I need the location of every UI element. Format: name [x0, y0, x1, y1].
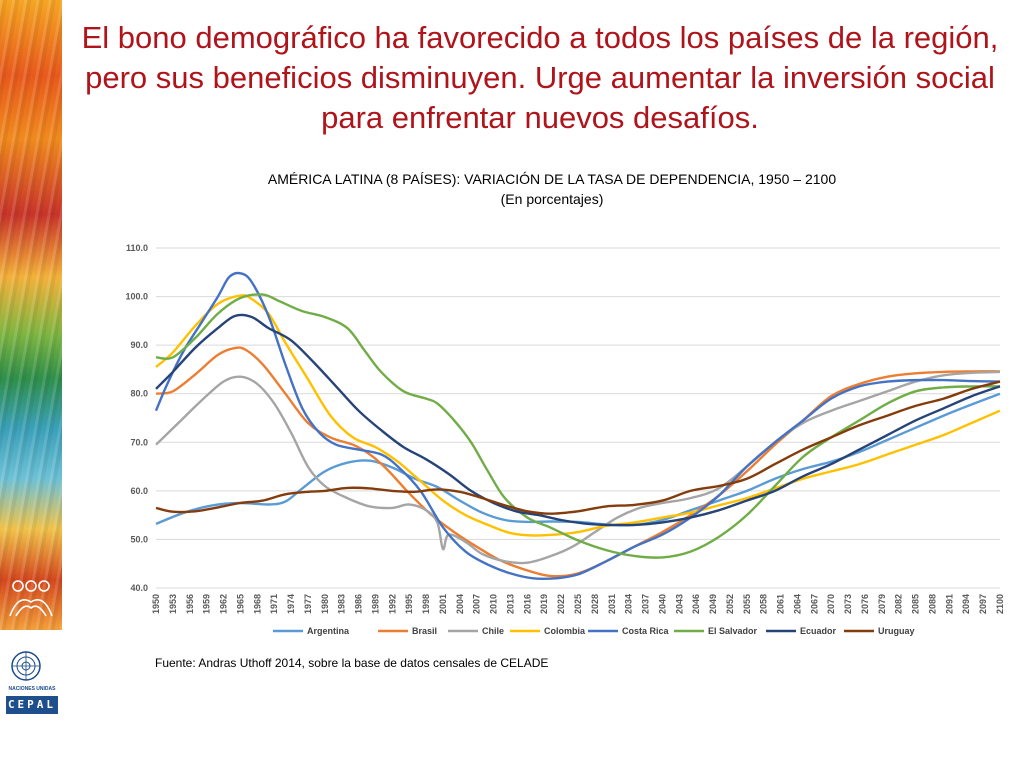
legend: Argentina Brasil Chile Colombia Costa Rica El…	[273, 626, 915, 636]
y-tick-label: 40.0	[130, 583, 148, 593]
x-tick-label: 1995	[404, 594, 414, 614]
series-line-ecuador	[155, 313, 1001, 527]
series-line-uruguay	[155, 380, 1001, 515]
x-tick-label: 1971	[269, 594, 279, 614]
slide-title: El bono demográfico ha favorecido a todo…	[81, 20, 999, 135]
x-tick-label: 2085	[911, 594, 921, 614]
x-axis-ticks: 1950 1953 1956 1959 1962 1965 1968 1971 1974 1977…	[151, 594, 1005, 614]
un-emblem-icon	[11, 651, 41, 681]
x-tick-label: 2013	[505, 594, 515, 614]
x-tick-label: 2082	[894, 594, 904, 614]
x-tick-label: 2046	[691, 594, 701, 614]
x-tick-label: 2037	[641, 594, 651, 614]
x-tick-label: 2031	[607, 594, 617, 614]
y-axis-ticks: 40.0 50.0 60.0 70.0 80.0 90.0 100.0 110.0	[125, 243, 148, 593]
x-tick-label: 1950	[151, 594, 161, 614]
x-tick-label: 2019	[539, 594, 549, 614]
x-tick-label: 1959	[202, 594, 212, 614]
x-tick-label: 1989	[370, 594, 380, 614]
x-tick-label: 2070	[826, 594, 836, 614]
legend-label: Argentina	[307, 626, 350, 636]
chart-subtitle: (En porcentajes)	[500, 191, 604, 207]
series-lines	[154, 271, 1001, 581]
x-tick-label: 1992	[387, 594, 397, 614]
x-tick-label: 2049	[708, 594, 718, 614]
x-tick-label: 2016	[522, 594, 532, 614]
x-tick-label: 1968	[252, 594, 262, 614]
legend-label: Uruguay	[878, 626, 915, 636]
cepal-people-logo-icon	[9, 580, 53, 617]
x-tick-label: 2004	[455, 594, 465, 614]
legend-label: Costa Rica	[622, 626, 670, 636]
x-tick-label: 2067	[809, 594, 819, 614]
y-tick-label: 50.0	[130, 534, 148, 544]
x-tick-label: 2100	[995, 594, 1005, 614]
x-tick-label: 1962	[219, 594, 229, 614]
x-tick-label: 2079	[877, 594, 887, 614]
x-tick-label: 1965	[235, 594, 245, 614]
x-tick-label: 2028	[590, 594, 600, 614]
x-tick-label: 2034	[624, 594, 634, 614]
y-tick-label: 100.0	[125, 292, 148, 302]
y-tick-label: 80.0	[130, 389, 148, 399]
x-tick-label: 2058	[759, 594, 769, 614]
x-tick-label: 2088	[927, 594, 937, 614]
x-tick-label: 2055	[742, 594, 752, 614]
x-tick-label: 1956	[185, 594, 195, 614]
y-tick-label: 110.0	[126, 243, 148, 253]
x-tick-label: 1983	[337, 594, 347, 614]
legend-label: Colombia	[544, 626, 586, 636]
x-tick-label: 2091	[944, 594, 954, 614]
y-tick-label: 70.0	[130, 437, 148, 447]
x-tick-label: 2022	[556, 594, 566, 614]
cepal-logo: CEPAL	[6, 696, 58, 714]
y-tick-label: 60.0	[130, 486, 148, 496]
x-tick-label: 2043	[674, 594, 684, 614]
x-tick-label: 1977	[303, 594, 313, 614]
x-tick-label: 2010	[489, 594, 499, 614]
source-note: Fuente: Andras Uthoff 2014, sobre la bas…	[155, 656, 549, 670]
x-tick-label: 2007	[472, 594, 482, 614]
series-line-chile	[155, 370, 1001, 565]
x-tick-label: 2073	[843, 594, 853, 614]
x-tick-label: 1998	[421, 594, 431, 614]
x-tick-label: 2094	[961, 594, 971, 614]
x-tick-label: 2025	[573, 594, 583, 614]
x-tick-label: 2097	[978, 594, 988, 614]
x-tick-label: 2064	[792, 594, 802, 614]
series-line-brasil	[155, 346, 1001, 578]
legend-label: El Salvador	[708, 626, 758, 636]
x-tick-label: 2061	[776, 594, 786, 614]
x-tick-label: 1986	[354, 594, 364, 614]
x-tick-label: 1953	[168, 594, 178, 614]
y-tick-label: 90.0	[130, 340, 148, 350]
x-tick-label: 1980	[320, 594, 330, 614]
x-tick-label: 2001	[438, 594, 448, 614]
legend-label: Brasil	[412, 626, 437, 636]
x-tick-label: 2052	[725, 594, 735, 614]
decorative-color-band	[0, 0, 62, 630]
chart-title: AMÉRICA LATINA (8 PAÍSES): VARIACIÓN DE …	[267, 171, 837, 187]
x-tick-label: 1974	[286, 594, 296, 614]
legend-label: Ecuador	[800, 626, 837, 636]
x-tick-label: 2076	[860, 594, 870, 614]
series-line-costa-rica	[154, 271, 1001, 581]
un-label: NACIONES UNIDAS	[8, 686, 56, 692]
legend-label: Chile	[482, 626, 504, 636]
x-tick-label: 2040	[657, 594, 667, 614]
